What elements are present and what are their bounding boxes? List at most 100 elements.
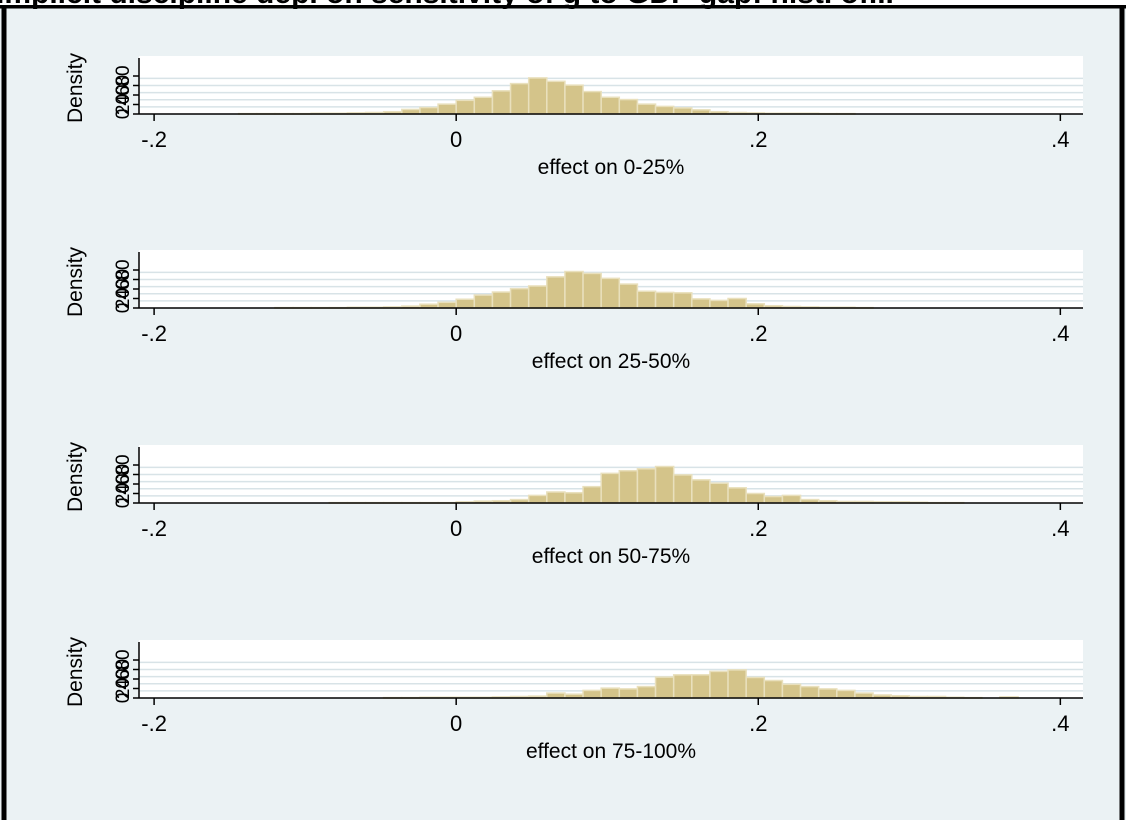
x-tick-label: .4 xyxy=(1051,127,1069,152)
histogram-bar xyxy=(509,287,530,309)
y-tick-label: 60 xyxy=(113,659,134,680)
histogram-bar xyxy=(491,90,512,115)
histogram-bar xyxy=(636,685,657,699)
y-tick-label: 80 xyxy=(113,454,134,475)
histogram-bar xyxy=(582,272,602,309)
histogram-bar xyxy=(709,482,729,504)
histogram-bar xyxy=(582,485,602,504)
histogram-bar xyxy=(781,494,802,504)
histogram-bar xyxy=(582,90,602,115)
y-tick-label: 0 xyxy=(113,109,134,120)
title-strip xyxy=(0,0,1126,5)
y-tick-label: 0 xyxy=(113,303,134,314)
histogram-bar xyxy=(618,688,639,699)
histogram-bar xyxy=(763,495,784,504)
x-tick-label: .2 xyxy=(749,321,767,346)
histogram-bar xyxy=(691,479,711,504)
x-tick-label: -.2 xyxy=(141,516,167,541)
histogram-bar xyxy=(709,299,729,309)
histogram-bar xyxy=(564,270,584,309)
histogram-bar xyxy=(437,103,457,115)
histogram-bar xyxy=(636,468,657,504)
histogram-bar xyxy=(509,82,530,115)
histogram-bar xyxy=(654,105,675,115)
histogram-bar xyxy=(672,674,693,699)
histogram-bar xyxy=(546,491,566,504)
x-tick-label: -.2 xyxy=(141,321,167,346)
y-tick-label: 40 xyxy=(113,278,134,299)
histogram-bar xyxy=(817,688,838,699)
x-axis-title: effect on 50-75% xyxy=(532,545,690,568)
histogram-bar xyxy=(455,298,476,309)
y-axis-title: Density xyxy=(64,441,87,512)
histogram-bar xyxy=(600,472,621,504)
y-axis-title: Density xyxy=(64,246,87,317)
x-tick-label: .2 xyxy=(749,711,767,736)
histogram-bar xyxy=(672,292,693,309)
figure-title: Implicit discipline dep. on sensitivity … xyxy=(0,0,894,10)
histogram-bar xyxy=(636,290,657,309)
x-axis-title: effect on 25-50% xyxy=(532,350,690,373)
x-tick-label: .4 xyxy=(1051,711,1069,736)
histogram-bar xyxy=(745,676,766,699)
histogram-bar xyxy=(727,297,747,309)
y-tick-label: 60 xyxy=(113,75,134,96)
y-tick-label: 60 xyxy=(113,269,134,290)
histogram-bar xyxy=(763,679,784,699)
histogram-bar xyxy=(527,494,548,504)
histogram-bar xyxy=(437,301,457,309)
x-tick-label: .2 xyxy=(749,516,767,541)
histogram-bar xyxy=(709,670,729,699)
histogram-bar xyxy=(546,80,566,115)
x-axis-title: effect on 75-100% xyxy=(526,740,696,763)
histogram-bar xyxy=(564,491,584,504)
histogram-bar xyxy=(582,689,602,699)
x-tick-label: -.2 xyxy=(141,711,167,736)
y-axis-title: Density xyxy=(64,52,87,123)
histogram-bar xyxy=(691,674,711,699)
histogram-bar xyxy=(600,277,621,309)
histogram-bar xyxy=(618,98,639,115)
histogram-bar xyxy=(600,687,621,699)
x-tick-label: -.2 xyxy=(141,127,167,152)
y-tick-label: 20 xyxy=(113,483,134,504)
histogram-bar xyxy=(781,683,802,699)
histogram-bar xyxy=(618,469,639,504)
histogram-bar xyxy=(636,103,657,115)
y-tick-label: 80 xyxy=(113,259,134,280)
histogram-bar xyxy=(546,276,566,309)
histogram-bar xyxy=(691,298,711,309)
x-axis-title: effect on 0-25% xyxy=(538,156,685,179)
histogram-bar xyxy=(727,487,747,504)
histogram-bar xyxy=(419,106,439,115)
x-tick-label: 0 xyxy=(450,516,462,541)
y-tick-label: 0 xyxy=(113,498,134,509)
histogram-bar xyxy=(672,474,693,504)
histogram-bar xyxy=(473,96,494,115)
histogram-bar xyxy=(654,676,675,699)
x-tick-label: 0 xyxy=(450,321,462,346)
y-tick-label: 40 xyxy=(113,668,134,689)
histogram-bar xyxy=(727,669,747,699)
histogram-bar xyxy=(527,77,548,115)
histogram-bar xyxy=(491,291,512,309)
histogram-bar xyxy=(564,84,584,115)
histogram-bar xyxy=(527,285,548,309)
y-axis-title: Density xyxy=(64,636,87,707)
x-tick-label: .4 xyxy=(1051,321,1069,346)
x-tick-label: .4 xyxy=(1051,516,1069,541)
y-tick-label: 40 xyxy=(113,84,134,105)
histogram-bar xyxy=(455,99,476,115)
histogram-bar xyxy=(600,96,621,115)
histogram-bar xyxy=(672,107,693,115)
y-tick-label: 80 xyxy=(113,65,134,86)
histogram-bar xyxy=(618,283,639,309)
y-tick-label: 60 xyxy=(113,464,134,485)
y-tick-label: 20 xyxy=(113,678,134,699)
